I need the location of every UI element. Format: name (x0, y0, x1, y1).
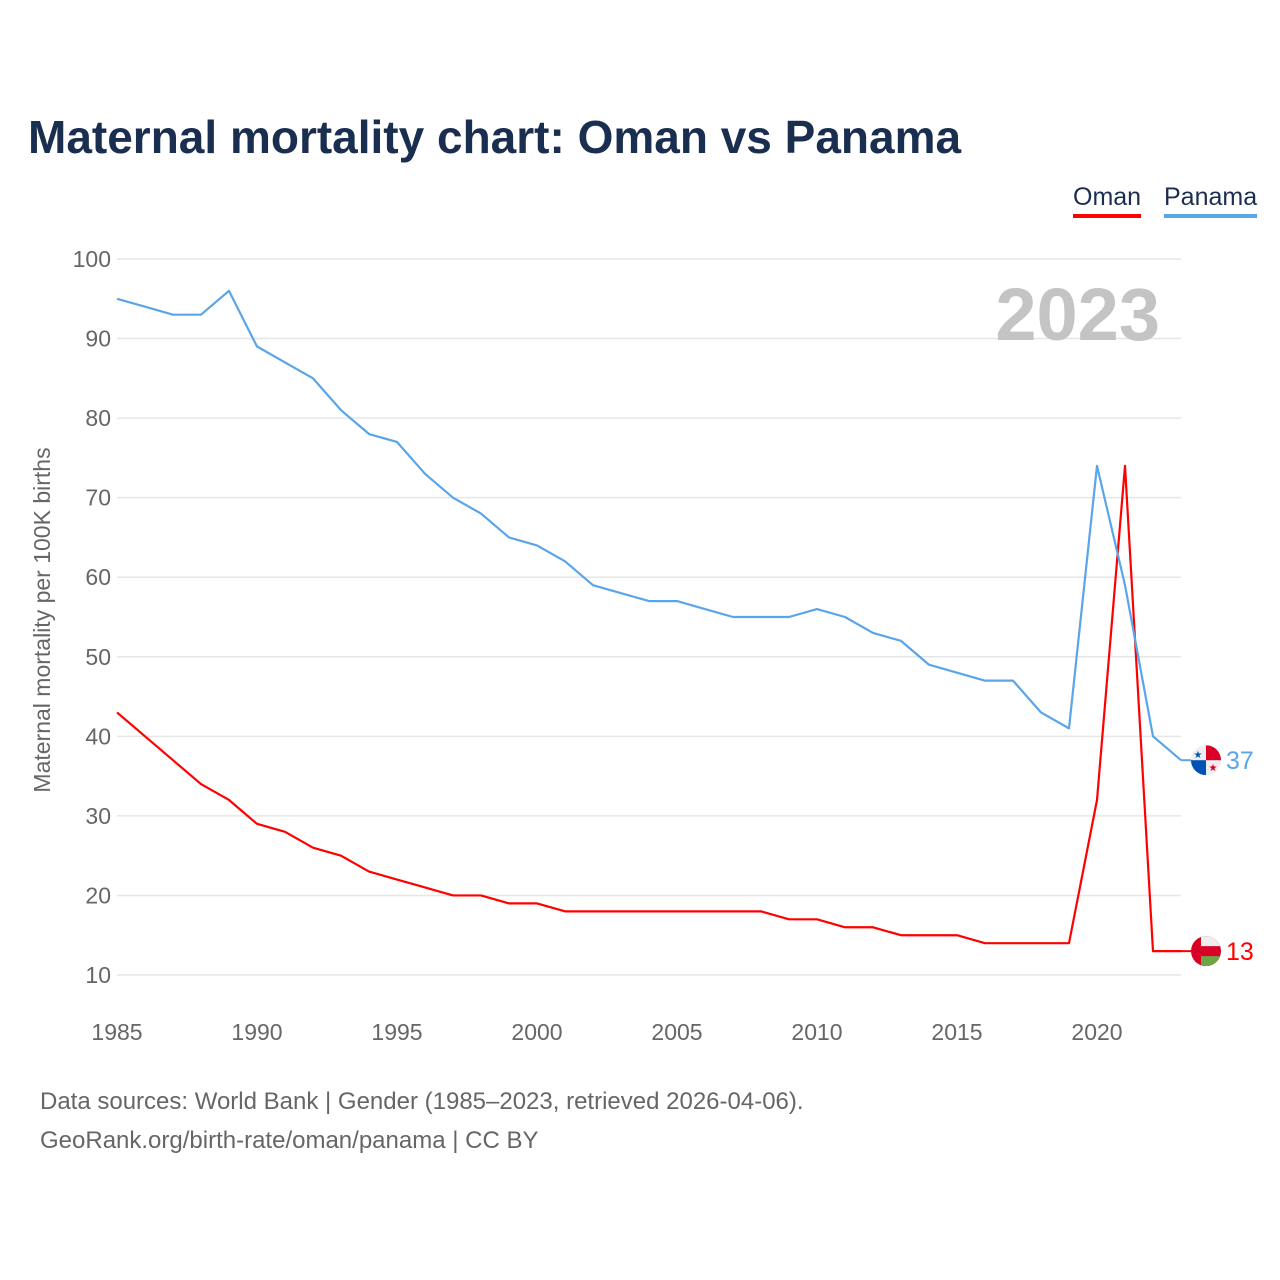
x-tick-label: 2005 (651, 1019, 702, 1045)
x-tick-label: 1985 (91, 1019, 142, 1045)
y-tick-label: 70 (85, 485, 111, 511)
footer-source: Data sources: World Bank | Gender (1985–… (40, 1088, 804, 1115)
y-tick-label: 20 (85, 882, 111, 908)
end-value-label: 13 (1226, 938, 1254, 966)
y-tick-label: 90 (85, 326, 111, 352)
y-tick-label: 80 (85, 405, 111, 431)
footer-link[interactable]: GeoRank.org/birth-rate/oman/panama | CC … (40, 1127, 539, 1154)
year-watermark: 2023 (995, 273, 1160, 356)
y-tick-label: 30 (85, 803, 111, 829)
y-tick-label: 10 (85, 962, 111, 988)
y-tick-label: 60 (85, 564, 111, 590)
svg-text:★: ★ (1209, 763, 1218, 774)
svg-text:★: ★ (1194, 750, 1203, 761)
y-tick-label: 50 (85, 644, 111, 670)
x-tick-label: 2020 (1071, 1019, 1122, 1045)
y-tick-label: 40 (85, 723, 111, 749)
y-tick-label: 100 (73, 246, 111, 272)
x-tick-label: 2000 (511, 1019, 562, 1045)
series-line-oman (116, 464, 1181, 953)
series-line-panama (116, 289, 1182, 762)
x-tick-label: 1995 (371, 1019, 422, 1045)
end-value-label: 37 (1226, 747, 1254, 775)
legend-panama[interactable]: Panama (1164, 183, 1258, 218)
oman-flag-icon (1191, 936, 1221, 967)
y-axis-label: Maternal mortality per 100K births (29, 447, 55, 792)
legend-oman[interactable]: Oman (1073, 183, 1142, 218)
chart-title: Maternal mortality chart: Oman vs Panama (28, 111, 962, 163)
panama-flag-icon: ★★ (1191, 745, 1221, 776)
x-tick-label: 2010 (791, 1019, 842, 1045)
x-tick-label: 2015 (931, 1019, 982, 1045)
x-tick-label: 1990 (231, 1019, 282, 1045)
